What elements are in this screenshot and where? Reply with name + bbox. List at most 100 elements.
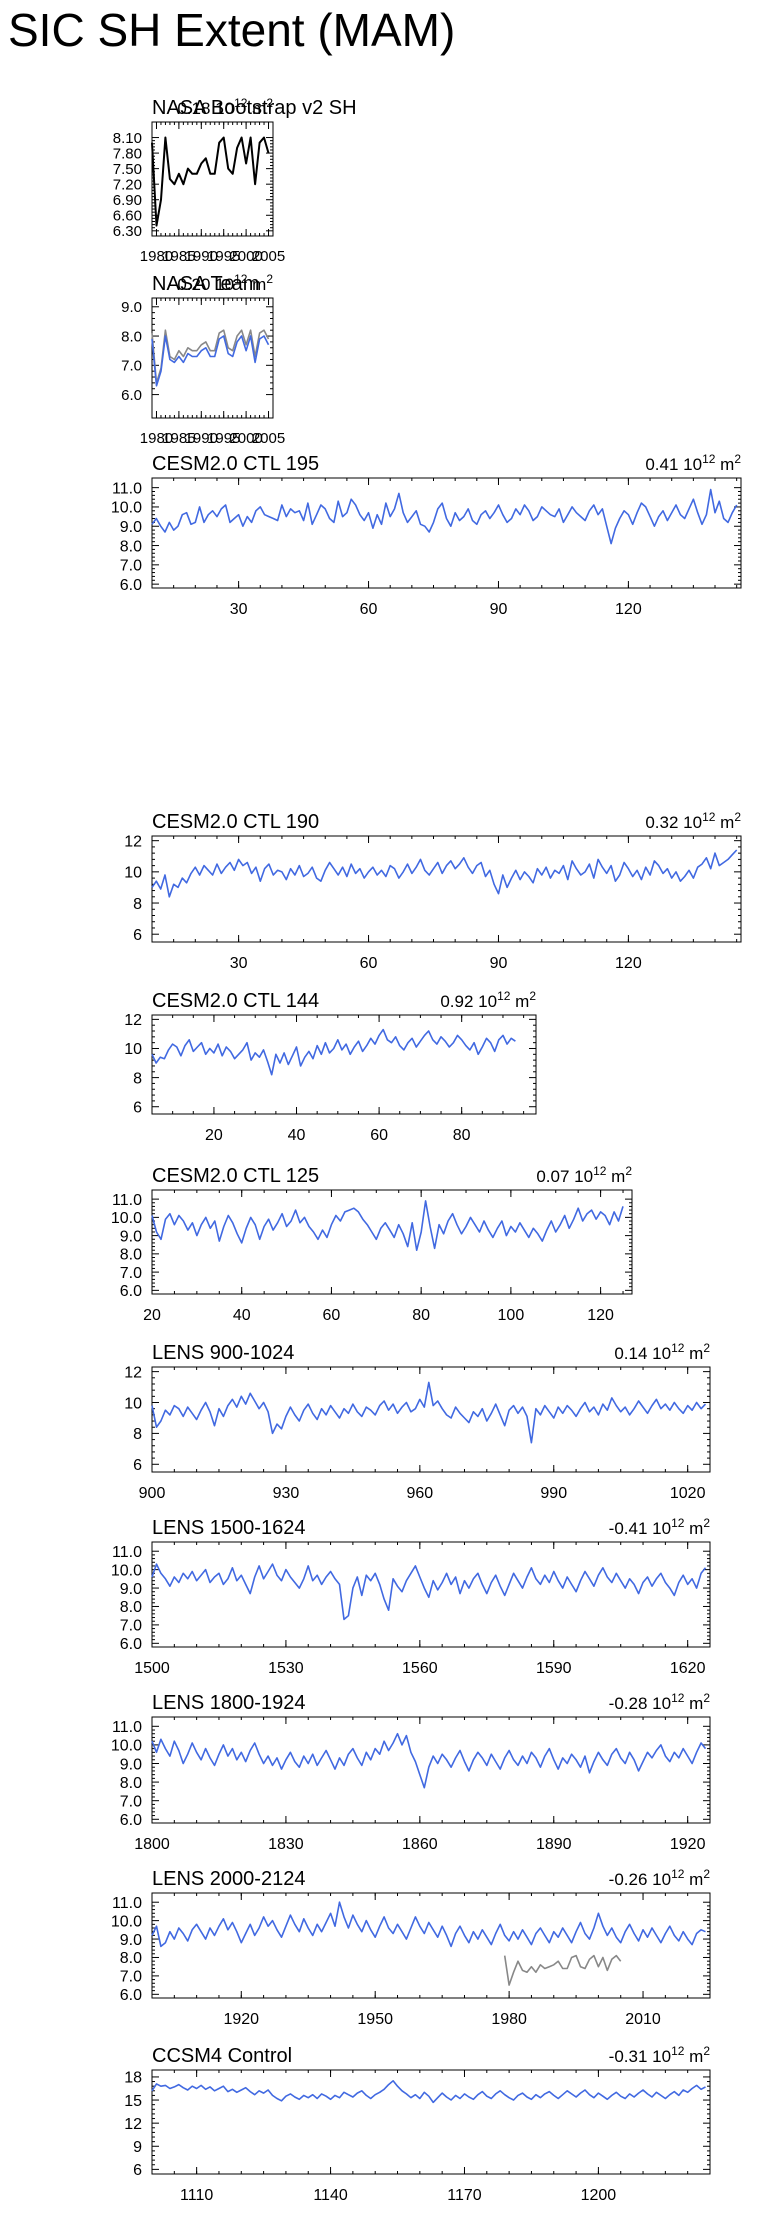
trend-exponent: 12 — [234, 272, 248, 286]
trend-label: -0.31 1012 m2 — [609, 2044, 711, 2066]
trend-unit: m — [715, 813, 734, 832]
trend-label: -0.41 1012 m2 — [609, 1516, 711, 1538]
y-tick-label: 9.0 — [120, 1228, 142, 1245]
trend-unit-exponent: 2 — [703, 1516, 710, 1530]
trend-unit-exponent: 2 — [703, 1341, 710, 1355]
chart-title: LENS 2000-2124 — [152, 1868, 305, 1890]
y-tick-label: 7.0 — [120, 558, 142, 575]
x-tick-label: 1980 — [140, 248, 173, 265]
trend-unit: m — [684, 1519, 703, 1538]
x-tick-label: 20 — [205, 1127, 223, 1144]
y-tick-label: 11.0 — [112, 1895, 142, 1912]
y-tick-label: 11.0 — [112, 1192, 142, 1209]
y-tick-label: 10 — [124, 1041, 142, 1058]
x-tick-label: 20 — [143, 1307, 161, 1324]
x-tick-label: 30 — [230, 601, 248, 618]
series-line-0 — [151, 329, 270, 384]
y-tick-label: 8.0 — [120, 1247, 142, 1264]
series-line-0 — [151, 488, 738, 545]
plot-frame — [151, 477, 742, 589]
x-tick-label: 1860 — [402, 1836, 438, 1853]
y-tick-label: 12 — [124, 1364, 142, 1381]
x-tick-label: 960 — [406, 1485, 433, 1502]
plot-frame — [151, 121, 274, 237]
trend-unit-exponent: 2 — [703, 1867, 710, 1881]
trend-value: -0.28 10 — [609, 1694, 671, 1713]
trend-label: 0.41 1012 m2 — [645, 452, 741, 474]
y-tick-label: 7.0 — [121, 358, 142, 375]
x-tick-label: 2005 — [252, 430, 285, 447]
x-tick-label: 1920 — [670, 1836, 706, 1853]
x-tick-label: 1500 — [134, 1660, 170, 1677]
series-line-0 — [151, 136, 270, 227]
trend-label: 0.32 1012 m2 — [645, 810, 741, 832]
x-tick-label: 1800 — [134, 1836, 170, 1853]
y-tick-label: 8.0 — [120, 538, 142, 555]
y-tick-label: 18 — [124, 2070, 142, 2087]
x-tick-label: 1200 — [581, 2187, 617, 2204]
chart-title: LENS 1800-1924 — [152, 1692, 305, 1714]
trend-value: -0.31 10 — [609, 2047, 671, 2066]
y-tick-label: 7.0 — [120, 1969, 142, 1986]
trend-unit: m — [715, 455, 734, 474]
trend-exponent: 12 — [671, 1516, 685, 1530]
x-tick-label: 2005 — [252, 248, 285, 265]
y-tick-label: 6 — [133, 1457, 142, 1474]
series-line-1 — [151, 335, 270, 387]
y-tick-label: 6.0 — [120, 1283, 142, 1300]
x-tick-label: 1830 — [268, 1836, 304, 1853]
chart-title: NASA Team — [152, 273, 259, 295]
trend-unit: m — [247, 99, 266, 118]
y-tick-label: 6.0 — [120, 1636, 142, 1653]
chart-panel-3: 30 60 90 120 6 8 10 12 CESM2.0 CTL 190 0.32 1012 … — [124, 810, 742, 972]
trend-exponent: 12 — [497, 989, 511, 1003]
trend-label: 0.07 1012 m2 — [536, 1164, 632, 1186]
plot-frame — [151, 1716, 711, 1824]
trend-value: 0.20 10 — [177, 275, 234, 294]
y-tick-label: 10.0 — [111, 1210, 142, 1227]
chart-title: CESM2.0 CTL 125 — [152, 1165, 319, 1187]
x-tick-label: 60 — [323, 1307, 341, 1324]
x-tick-label: 1950 — [357, 2011, 393, 2028]
y-tick-label: 7.80 — [113, 145, 142, 162]
y-tick-label: 8 — [133, 1426, 142, 1443]
chart-title: LENS 900-1024 — [152, 1342, 294, 1364]
trend-label: 0.14 1012 m2 — [614, 1341, 710, 1363]
chart-title: CESM2.0 CTL 195 — [152, 453, 319, 475]
y-tick-label: 6.60 — [113, 208, 142, 225]
plot-frame — [151, 1189, 633, 1295]
trend-label: -0.26 1012 m2 — [609, 1867, 711, 1889]
y-tick-label: 10.0 — [111, 1913, 142, 1930]
x-tick-label: 1920 — [223, 2011, 259, 2028]
trend-label: -0.28 1012 m2 — [609, 1691, 711, 1713]
x-tick-label: 80 — [412, 1307, 430, 1324]
x-tick-label: 1560 — [402, 1660, 438, 1677]
y-tick-label: 8.0 — [120, 1775, 142, 1792]
y-tick-label: 7.20 — [113, 177, 142, 194]
y-tick-label: 6.30 — [113, 223, 142, 240]
plot-frame — [151, 1014, 537, 1115]
trend-exponent: 12 — [234, 96, 248, 110]
y-tick-label: 9.0 — [120, 1756, 142, 1773]
series-line-0 — [151, 1901, 706, 1948]
y-tick-label: 11.0 — [112, 1544, 142, 1561]
trend-value: -0.41 10 — [609, 1519, 671, 1538]
x-tick-label: 1110 — [180, 2187, 213, 2204]
trend-unit: m — [510, 992, 529, 1011]
trend-unit-exponent: 2 — [625, 1164, 632, 1178]
series-line-0 — [151, 1381, 707, 1444]
trend-unit: m — [684, 1344, 703, 1363]
trend-unit-exponent: 2 — [734, 810, 741, 824]
x-tick-label: 1020 — [670, 1485, 706, 1502]
x-tick-label: 40 — [233, 1307, 251, 1324]
x-tick-label: 120 — [587, 1307, 614, 1324]
trend-unit: m — [247, 275, 266, 294]
chart-title: CCSM4 Control — [152, 2045, 292, 2067]
trend-value: -0.26 10 — [609, 1870, 671, 1889]
series-line-0 — [151, 849, 738, 898]
x-tick-label: 990 — [540, 1485, 567, 1502]
x-tick-label: 1620 — [670, 1660, 706, 1677]
trend-value: 0.41 10 — [645, 455, 702, 474]
